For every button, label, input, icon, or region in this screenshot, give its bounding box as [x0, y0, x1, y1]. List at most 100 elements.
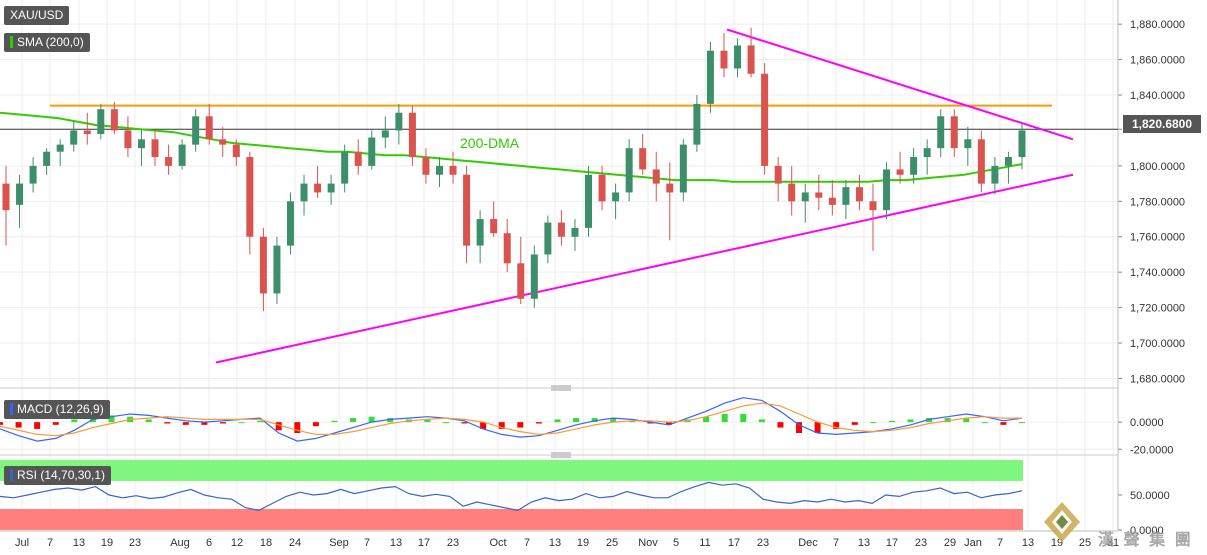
macd-histogram-bar [554, 419, 561, 423]
macd-histogram-bar [331, 420, 338, 423]
price-tick-label: 1,860.0000 [1130, 55, 1185, 67]
macd-panel: 0.0000 -20.0000 [0, 397, 1173, 456]
macd-histogram-bar [758, 419, 765, 423]
date-tick-label: 7 [47, 537, 53, 549]
macd-histogram-bar [442, 422, 449, 424]
date-tick-label: 29 [944, 537, 956, 549]
date-tick-label: 19 [577, 537, 589, 549]
candle-body [246, 157, 254, 237]
macd-label: MACD (12,26,9) [17, 402, 104, 416]
rsi-tick-label: 0.0000 [1130, 525, 1164, 537]
candle-body [151, 139, 159, 158]
price-tick-label: 1,700.0000 [1130, 338, 1185, 350]
rsi-tick-label: 50.0000 [1130, 490, 1170, 502]
date-tick-label: 31 [1107, 537, 1119, 549]
macd-histogram-bar [535, 422, 542, 424]
date-tick-label: 19 [101, 537, 113, 549]
resistance-trendline [726, 28, 1074, 141]
macd-histogram-bar [703, 416, 710, 423]
price-tick-label: 1,840.0000 [1130, 90, 1185, 102]
macd-histogram-bar [164, 422, 171, 424]
macd-histogram-bar [238, 422, 245, 424]
grid-lines [0, 0, 1118, 530]
candle-body [639, 148, 647, 170]
candle-body [720, 50, 728, 69]
macd-histogram-bar [610, 418, 617, 423]
rsi-badge: RSI (14,70,30,1) [4, 466, 112, 485]
date-tick-label: 7 [364, 537, 370, 549]
symbol-label: XAU/USD [10, 8, 64, 22]
macd-histogram-bar [981, 422, 988, 424]
macd-histogram-bar [628, 420, 635, 423]
candle-body [422, 157, 430, 175]
watermark: 漢 聲 集 團 [1040, 496, 1205, 554]
macd-histogram-bar [740, 414, 747, 423]
macd-histogram-bar [424, 419, 431, 423]
macd-histogram-bar [851, 422, 858, 425]
macd-histogram-bar [34, 422, 41, 429]
date-tick-label: 17 [728, 537, 740, 549]
macd-histogram-bar [368, 416, 375, 423]
date-tick-label: 7 [997, 537, 1003, 549]
candle-body [449, 165, 457, 175]
panel-dividers[interactable] [0, 385, 1118, 458]
date-tick-label: Dec [798, 537, 818, 549]
candle-body [381, 130, 389, 138]
candle-body [314, 183, 322, 193]
date-tick-label: 18 [260, 537, 272, 549]
date-tick-label: 7 [524, 537, 530, 549]
date-tick-label: Jul [15, 537, 29, 549]
macd-histogram-bar [796, 422, 803, 433]
date-tick-label: Sep [329, 537, 349, 549]
price-tick-label: 1,780.0000 [1130, 196, 1185, 208]
candle-body [341, 151, 349, 184]
sma-200-path [0, 111, 1023, 183]
current-price-label: 1,820.6800 [1123, 115, 1201, 133]
candle-body [544, 222, 552, 255]
candle-body [625, 148, 633, 193]
macd-tick-label: 0.0000 [1130, 417, 1164, 429]
candle-body [2, 183, 10, 211]
sma-swatch [10, 36, 13, 48]
support-trendline [215, 173, 1074, 364]
macd-histogram-bar [182, 422, 189, 425]
date-tick-label: 13 [858, 537, 870, 549]
price-axis: 1,880.0000 1,860.0000 1,840.0000 1,800.0000… [0, 0, 1185, 530]
date-tick-label: 13 [549, 537, 561, 549]
date-axis: Jul 7 13 19 23 Aug 6 12 18 24 Sep 7 13 17 23 Oct 7 13 19 25… [0, 530, 1119, 549]
candle-body [896, 169, 904, 175]
candle-body [788, 183, 796, 202]
candle-body [273, 245, 281, 294]
candle-body [734, 45, 742, 69]
candle-body [761, 73, 769, 166]
candle-body [219, 139, 227, 145]
date-tick-label: 6 [206, 537, 212, 549]
signal-line [0, 402, 1022, 437]
macd-histogram-bar [219, 422, 226, 424]
macd-histogram-bar [777, 422, 784, 428]
triangle-trendlines [215, 28, 1074, 364]
price-tick-label: 1,880.0000 [1130, 19, 1185, 31]
candle-body [706, 50, 714, 104]
sma-label: SMA (200,0) [17, 35, 84, 49]
rsi-overbought-zone [0, 460, 1023, 481]
watermark-logo-icon [1044, 502, 1080, 542]
macd-histogram-bar [665, 422, 672, 425]
candle-body [598, 174, 606, 202]
candle-body [679, 144, 687, 193]
candle-body [937, 116, 945, 149]
macd-histogram-bar [257, 420, 264, 423]
candle-body [192, 116, 200, 145]
macd-histogram-bar [870, 422, 877, 424]
candle-body [43, 151, 51, 166]
macd-histogram-bar [71, 419, 78, 423]
date-tick-label: 25 [606, 537, 618, 549]
candle-body [815, 192, 823, 198]
candle-body [205, 116, 213, 140]
date-tick-label: 11 [699, 537, 710, 549]
candle-body [855, 187, 863, 202]
macd-histogram-bar [647, 422, 654, 424]
macd-histogram-bar [944, 418, 951, 423]
candle-body [869, 201, 877, 211]
